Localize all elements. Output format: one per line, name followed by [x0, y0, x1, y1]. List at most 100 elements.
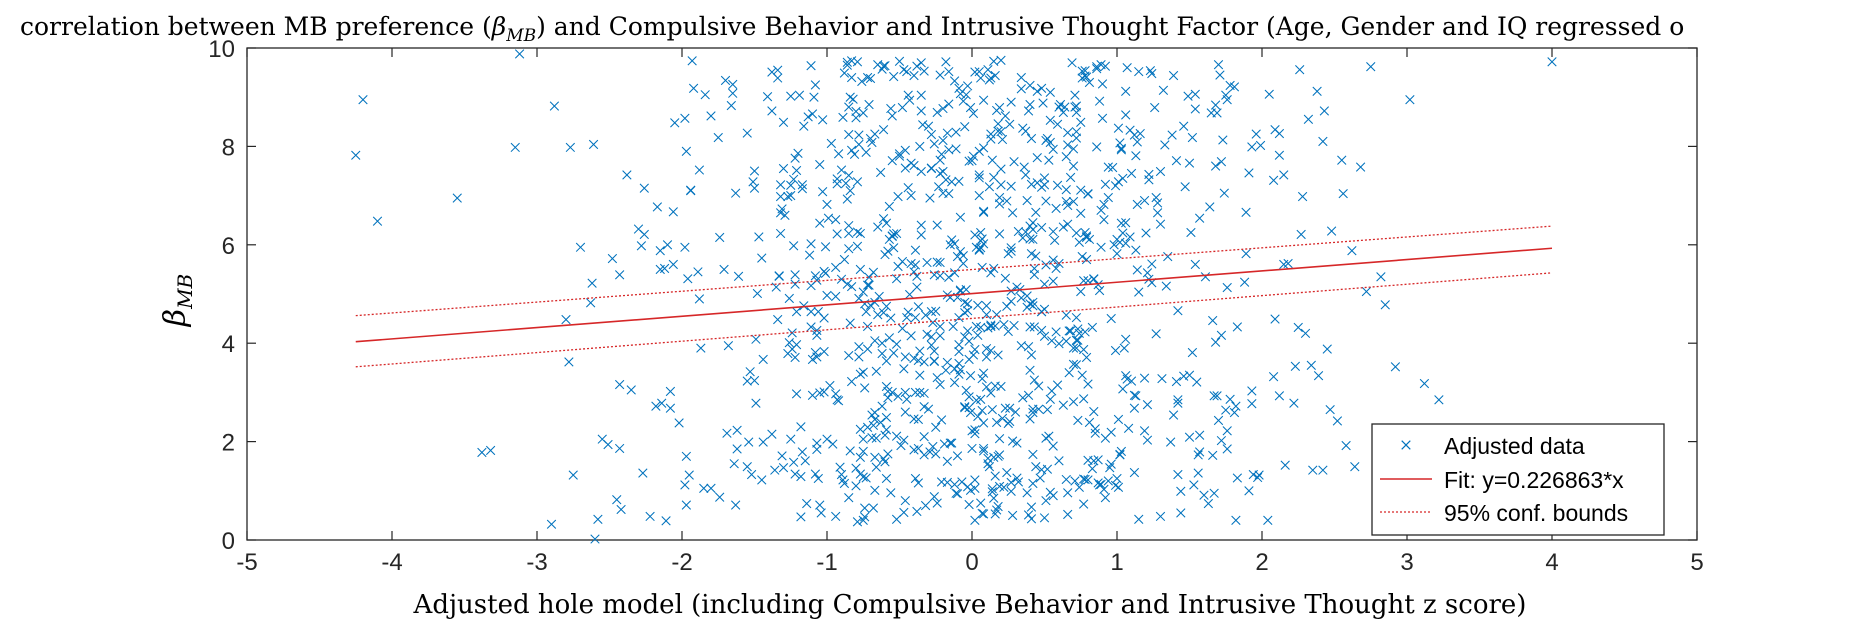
- data-point: [1155, 219, 1166, 229]
- data-point: [912, 282, 922, 292]
- data-point: [1270, 125, 1280, 135]
- data-point: [1193, 468, 1203, 478]
- data-point: [1213, 60, 1224, 70]
- data-point: [957, 477, 967, 487]
- data-point: [851, 463, 861, 473]
- data-point: [568, 470, 578, 480]
- data-point: [976, 498, 986, 508]
- data-point: [1005, 403, 1015, 413]
- data-point: [860, 503, 870, 513]
- data-point: [900, 495, 910, 506]
- data-point: [1231, 401, 1241, 411]
- data-point: [949, 479, 960, 490]
- data-point: [949, 364, 960, 374]
- data-point: [1109, 240, 1119, 250]
- data-point: [1119, 343, 1129, 353]
- data-point: [915, 370, 925, 380]
- data-point: [1326, 226, 1337, 236]
- data-point: [1121, 86, 1131, 96]
- data-point: [1045, 394, 1055, 404]
- data-point: [1025, 299, 1035, 309]
- data-point: [1280, 460, 1290, 470]
- data-point: [844, 228, 854, 239]
- data-point: [1263, 515, 1273, 525]
- data-point: [603, 439, 613, 450]
- data-point: [870, 414, 880, 425]
- data-point: [812, 438, 822, 448]
- data-point: [1077, 251, 1087, 262]
- data-point: [1047, 336, 1057, 346]
- data-point: [949, 377, 960, 388]
- data-point: [1068, 397, 1079, 407]
- data-point: [1077, 370, 1087, 380]
- data-point: [715, 232, 725, 243]
- x-tick-label: 5: [1690, 549, 1703, 576]
- data-point: [1009, 156, 1019, 167]
- data-point: [877, 401, 887, 411]
- data-point: [813, 307, 823, 317]
- data-point: [1135, 128, 1145, 139]
- data-point: [819, 266, 829, 277]
- data-point: [1279, 259, 1289, 270]
- data-point: [657, 398, 667, 408]
- data-point: [974, 173, 984, 183]
- data-point: [944, 188, 954, 199]
- data-point: [762, 92, 773, 102]
- data-point: [951, 488, 961, 498]
- data-point: [1129, 467, 1140, 478]
- data-point: [651, 401, 661, 411]
- data-point: [896, 440, 906, 451]
- data-point: [778, 163, 789, 174]
- data-point: [1097, 79, 1108, 89]
- data-point: [919, 388, 929, 399]
- data-point: [1289, 398, 1299, 408]
- data-point: [1141, 228, 1151, 238]
- data-point: [783, 191, 793, 202]
- data-point: [977, 405, 987, 416]
- data-point: [810, 469, 821, 479]
- data-point: [935, 257, 945, 268]
- data-point: [955, 285, 966, 295]
- data-point: [1308, 465, 1318, 475]
- data-point: [1132, 265, 1142, 275]
- data-point: [1121, 217, 1131, 228]
- data-point: [813, 473, 823, 484]
- data-point: [1179, 121, 1189, 131]
- x-axis-label: Adjusted hole model (including Compulsiv…: [413, 590, 1527, 620]
- data-point: [817, 115, 828, 125]
- data-point: [926, 307, 937, 317]
- plot-area: -5 -4 -3 -2 -1 0 1 2 3 4 5 0 2 4 6 8 10: [208, 36, 1703, 576]
- data-point: [1247, 386, 1257, 396]
- data-point: [1203, 498, 1214, 509]
- data-point: [886, 488, 896, 498]
- data-point: [1132, 137, 1142, 147]
- data-point: [1121, 238, 1131, 248]
- data-point: [1142, 400, 1153, 410]
- data-point: [926, 163, 937, 173]
- data-point: [964, 499, 974, 510]
- data-point: [1190, 89, 1200, 99]
- data-point: [1083, 379, 1093, 389]
- y-tick-label: 4: [222, 331, 235, 358]
- data-point: [815, 218, 825, 228]
- data-point: [855, 369, 866, 379]
- data-point: [1313, 371, 1324, 381]
- data-point: [1268, 175, 1279, 186]
- data-point: [974, 244, 984, 254]
- data-point: [929, 139, 939, 149]
- data-point: [1020, 170, 1031, 180]
- data-point: [858, 367, 868, 377]
- data-point: [1293, 322, 1303, 333]
- data-point: [1074, 482, 1084, 493]
- data-point: [932, 220, 942, 230]
- data-point: [974, 66, 984, 77]
- data-point: [861, 147, 871, 157]
- data-point: [1131, 245, 1141, 255]
- data-point: [1219, 188, 1229, 198]
- data-point: [920, 500, 931, 511]
- data-point: [836, 165, 847, 175]
- data-point: [858, 434, 868, 444]
- data-point: [680, 113, 690, 124]
- data-point: [960, 402, 970, 413]
- data-point: [1306, 360, 1316, 371]
